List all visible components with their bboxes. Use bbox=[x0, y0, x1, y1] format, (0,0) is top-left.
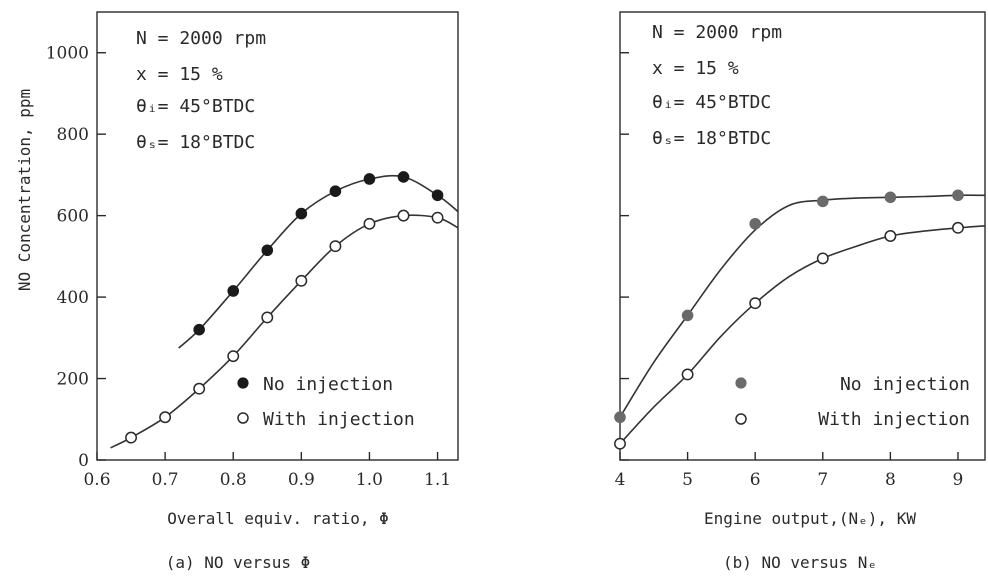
panel-a-ytick-label: 200 bbox=[57, 370, 89, 390]
panel-a-caption: (a) NO versus Φ bbox=[166, 553, 311, 572]
panel-a-point-with-injection bbox=[227, 350, 240, 363]
panel-a-point-no-injection bbox=[295, 207, 308, 220]
panel-b-condition-speed: N = 2000 rpm bbox=[652, 22, 782, 43]
panel-b-condition-injection-timing: θᵢ= 45°BTDC bbox=[652, 92, 771, 113]
panel-b-point-with-injection bbox=[749, 297, 762, 310]
panel-a-point-no-injection bbox=[363, 173, 376, 185]
panel-a-condition-speed: N = 2000 rpm bbox=[136, 28, 266, 49]
panel-a-point-no-injection bbox=[431, 189, 444, 202]
panel-a-point-with-injection bbox=[295, 274, 308, 287]
panel-a-xtick-label: 1.1 bbox=[424, 470, 451, 490]
panel-b-xlabel: Engine output,(Nₑ), KW bbox=[704, 509, 916, 528]
panel-b-point-with-injection bbox=[614, 437, 626, 450]
panel-b-xtick-label: 9 bbox=[953, 470, 964, 490]
panel-b-point-with-injection bbox=[681, 368, 694, 381]
panel-a-legend-no-injection: No injection bbox=[263, 374, 393, 395]
panel-a-point-with-injection bbox=[193, 382, 206, 395]
panel-a-point-no-injection bbox=[397, 171, 410, 183]
panel-a-xtick-label: 0.9 bbox=[288, 470, 315, 490]
panel-b-condition-fraction: x = 15 % bbox=[652, 58, 739, 79]
panel-b-xtick-label: 7 bbox=[817, 470, 828, 490]
panel-b-xtick-label: 4 bbox=[615, 470, 626, 490]
panel-a-point-with-injection bbox=[261, 311, 274, 324]
panel-a-frame bbox=[96, 11, 459, 461]
panel-a-point-with-injection bbox=[329, 240, 342, 253]
panel-a-xtick-label: 0.7 bbox=[152, 470, 179, 490]
panel-a-point-with-injection bbox=[159, 411, 172, 424]
panel-a-condition-fraction: x = 15 % bbox=[136, 64, 223, 85]
panel-b-conditions: N = 2000 rpm x = 15 % θᵢ= 45°BTDC θₛ= 18… bbox=[652, 22, 782, 149]
panel-b-point-no-injection bbox=[681, 309, 694, 322]
panel-b-condition-spark-timing: θₛ= 18°BTDC bbox=[652, 128, 771, 149]
panel-a-ylabel: NO Concentration, ppm bbox=[15, 89, 34, 291]
panel-a-condition-spark-timing: θₛ= 18°BTDC bbox=[136, 132, 255, 153]
panel-a-legend-marker-no-injection bbox=[237, 377, 249, 389]
panel-b-frame bbox=[619, 11, 986, 461]
panel-b-legend-no-injection: No injection bbox=[840, 374, 970, 395]
panel-a-point-with-injection bbox=[125, 431, 138, 444]
panel-b-point-no-injection bbox=[614, 411, 626, 424]
panel-a-point-no-injection bbox=[193, 323, 205, 336]
panel-b-legend-marker-with-injection bbox=[735, 413, 747, 425]
panel-b-curve-no-injection bbox=[619, 194, 986, 418]
panel-a-point-with-injection bbox=[363, 217, 376, 230]
panel-a-point-no-injection bbox=[329, 185, 342, 197]
panel-a-ytick-label: 0 bbox=[78, 451, 89, 471]
panel-a-point-no-injection bbox=[227, 285, 240, 297]
panel-a-curve-no-injection bbox=[178, 174, 459, 349]
panel-b-legend: No injection With injection bbox=[735, 374, 970, 430]
panel-a-point-no-injection bbox=[261, 244, 274, 257]
panel-b-point-no-injection bbox=[884, 191, 897, 204]
panel-b-plot-area: 4 5 6 7 8 9 bbox=[614, 11, 986, 490]
panel-b-point-no-injection bbox=[816, 195, 829, 208]
panel-b-no-vs-ne: 4 5 6 7 8 9 N = 2000 rpm x = 15 % θᵢ= 45°BTDC… bbox=[614, 11, 986, 572]
panel-a-xtick-label: 0.6 bbox=[83, 470, 110, 490]
panel-a-legend-marker-with-injection bbox=[237, 412, 249, 424]
panel-b-legend-with-injection: With injection bbox=[818, 409, 970, 430]
panel-a-condition-injection-timing: θᵢ= 45°BTDC bbox=[136, 96, 255, 117]
panel-a-conditions: N = 2000 rpm x = 15 % θᵢ= 45°BTDC θₛ= 18… bbox=[136, 28, 266, 153]
panel-b-point-with-injection bbox=[952, 221, 964, 234]
panel-b-point-no-injection bbox=[952, 189, 964, 202]
panel-a-ytick-label: 1000 bbox=[46, 44, 89, 64]
panel-a-plot-area: 0 200 400 600 800 1000 0.6 0.7 0.8 0.9 1.0 1.1 bbox=[46, 11, 459, 490]
panel-a-point-with-injection bbox=[431, 211, 444, 224]
panel-b-xtick-label: 5 bbox=[682, 470, 693, 490]
panel-a-xlabel: Overall equiv. ratio, Φ bbox=[167, 509, 389, 528]
panel-a-point-with-injection bbox=[397, 209, 410, 222]
panel-a-xtick-label: 0.8 bbox=[220, 470, 247, 490]
panel-b-point-with-injection bbox=[816, 252, 829, 265]
panel-b-xtick-label: 8 bbox=[885, 470, 896, 490]
panel-b-xtick-label: 6 bbox=[750, 470, 761, 490]
panel-a-ytick-label: 400 bbox=[57, 288, 89, 308]
panel-a-legend-with-injection: With injection bbox=[263, 409, 415, 430]
panel-b-legend-marker-no-injection bbox=[735, 377, 747, 389]
panel-b-point-with-injection bbox=[884, 230, 897, 242]
panel-a-legend: No injection With injection bbox=[237, 374, 415, 430]
panel-a-no-vs-phi: NO Concentration, ppm 020040060080010000… bbox=[15, 11, 459, 572]
panel-b-point-no-injection bbox=[749, 217, 761, 230]
panel-a-ytick-label: 800 bbox=[57, 125, 89, 145]
panel-b-caption: (b) NO versus Nₑ bbox=[723, 553, 877, 572]
panel-a-xtick-label: 1.0 bbox=[356, 470, 383, 490]
panel-a-ytick-label: 600 bbox=[57, 207, 89, 227]
